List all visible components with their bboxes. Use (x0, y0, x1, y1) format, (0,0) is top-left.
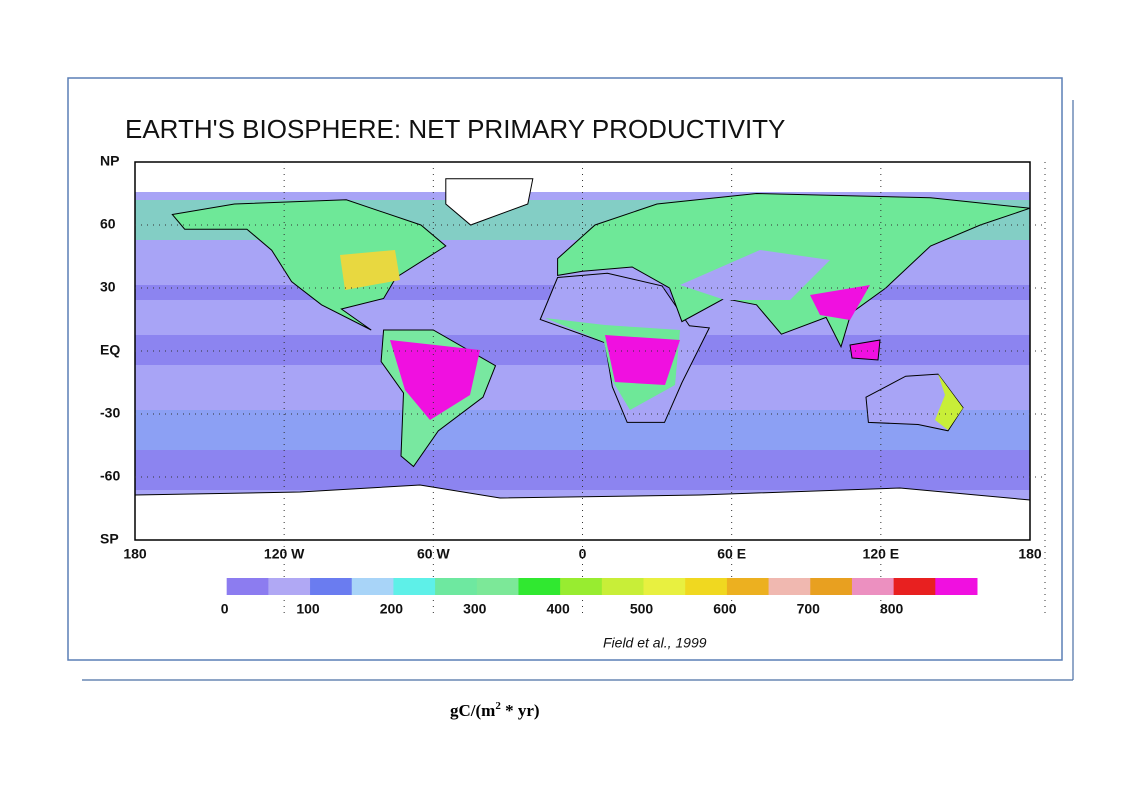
island (849, 339, 881, 361)
latitude-label: SP (100, 531, 119, 547)
legend-swatch (893, 578, 936, 595)
greenland (445, 178, 534, 226)
legend-label: 100 (296, 601, 320, 617)
longitude-label: 0 (579, 546, 587, 562)
productivity-patch (390, 340, 480, 420)
productivity-patch (340, 250, 400, 290)
legend-swatch (351, 578, 394, 595)
legend-swatch (726, 578, 770, 595)
legend-swatch (310, 578, 353, 595)
longitude-label: 120 E (863, 546, 900, 562)
productivity-patch (935, 374, 963, 430)
legend-label: 300 (463, 601, 487, 617)
legend-swatch (643, 578, 686, 595)
longitude-label: 120 W (264, 546, 305, 562)
unit-superscript: 2 (495, 700, 501, 712)
arctic (135, 162, 1030, 192)
productivity-patch (810, 285, 870, 320)
legend-swatch (560, 578, 603, 595)
legend-swatch (518, 578, 561, 595)
longitude-label: 180 (123, 546, 147, 562)
legend-swatch (476, 578, 519, 595)
legend-swatch (851, 578, 895, 595)
legend-swatch (268, 578, 311, 595)
unit-suffix: * yr) (501, 701, 540, 720)
legend-swatch (185, 578, 228, 595)
latitude-label: EQ (100, 342, 120, 358)
legend-swatch (393, 578, 436, 595)
legend-swatch (935, 578, 978, 595)
legend-label: 600 (713, 601, 737, 617)
legend-swatch (810, 578, 853, 595)
latitude-label: NP (100, 153, 119, 169)
unit-label: gC/(m2 * yr) (450, 700, 540, 720)
legend-label: 700 (797, 601, 821, 617)
legend-swatch (601, 578, 645, 595)
legend-swatch (435, 578, 478, 595)
map-title: EARTH'S BIOSPHERE: NET PRIMARY PRODUCTIV… (125, 114, 785, 144)
longitude-label: 180 (1018, 546, 1042, 562)
latitude-label: -30 (100, 405, 120, 421)
north-america (171, 199, 447, 331)
legend-label: 200 (380, 601, 404, 617)
longitude-label: 60 W (417, 546, 450, 562)
legend-swatch (768, 578, 811, 595)
legend-label: 400 (546, 601, 570, 617)
longitude-label: 60 E (717, 546, 746, 562)
map (134, 161, 1031, 541)
latitude-label: -60 (100, 468, 120, 484)
unit-prefix: gC/(m (450, 701, 495, 720)
latitude-label: 60 (100, 216, 116, 232)
legend-swatch (685, 578, 728, 595)
legend-label: 0 (221, 601, 229, 617)
latitude-label: 30 (100, 279, 116, 295)
citation: Field et al., 1999 (603, 635, 707, 651)
legend-label: 500 (630, 601, 654, 617)
productivity-patch (605, 335, 680, 385)
legend-label: 800 (880, 601, 904, 617)
legend-swatch (226, 578, 269, 595)
